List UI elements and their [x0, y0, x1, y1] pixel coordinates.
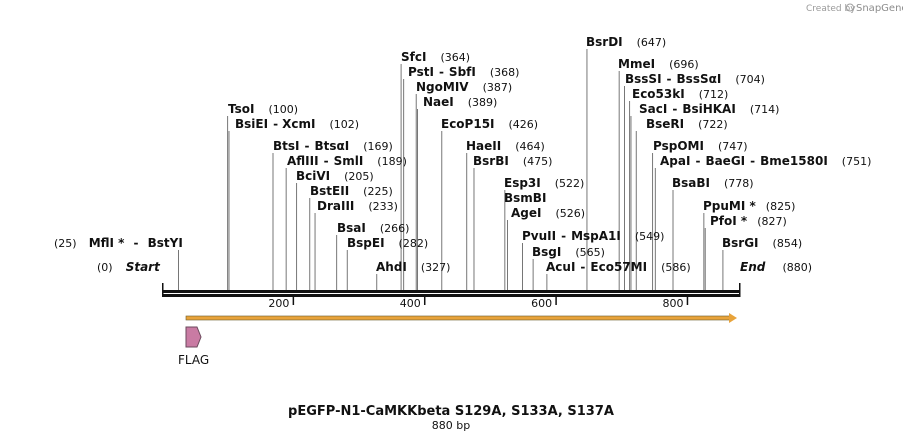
site-label-ecop15i[interactable]: EcoP15I (426) — [441, 117, 538, 131]
site-name: MflI * — [89, 236, 125, 250]
start-pos: (0) — [97, 261, 113, 274]
site-label-saci-bsihkai[interactable]: SacI - BsiHKAI (714) — [639, 102, 779, 116]
site-label-bsrgi[interactable]: BsrGI (854) — [722, 236, 802, 250]
start-label: (0) Start — [97, 256, 161, 275]
ruler-tick-label: 600 — [531, 297, 552, 310]
site-label-bcivi[interactable]: BciVI (205) — [296, 169, 374, 183]
start-text: Start — [126, 260, 161, 274]
site-label-bspei[interactable]: BspEI (282) — [347, 236, 428, 250]
ruler-tick-label: 200 — [268, 297, 289, 310]
site-label-sfci[interactable]: SfcI (364) — [401, 50, 470, 64]
site-label-bsssi-bsssai[interactable]: BssSI - BssSαI (704) — [625, 72, 765, 86]
site-label-pspomi[interactable]: PspOMI (747) — [653, 139, 748, 153]
site-label-eco53ki[interactable]: Eco53kI (712) — [632, 87, 728, 101]
site-label-mmei[interactable]: MmeI (696) — [618, 57, 699, 71]
site-label-haeii[interactable]: HaeII (464) — [466, 139, 545, 153]
site-label-pfoi[interactable]: PfoI * (827) — [710, 214, 787, 228]
end-label: End (880) — [740, 256, 812, 275]
site-label-ngomiv[interactable]: NgoMIV (387) — [416, 80, 512, 94]
end-pos: (880) — [782, 261, 812, 274]
ruler-ticks: 200 400 600 800 — [268, 297, 689, 310]
flag-feature-arrow-icon — [185, 326, 202, 348]
dna-end-cap — [739, 283, 741, 297]
site-label-bsteii[interactable]: BstEII (225) — [310, 184, 393, 198]
site-name: BstYI — [148, 236, 183, 250]
site-label-bseri[interactable]: BseRI (722) — [646, 117, 728, 131]
site-label-pvuii-mspa1i[interactable]: PvuII - MspA1I (549) — [522, 229, 664, 243]
dna-top-strand — [162, 290, 740, 293]
site-pos: (25) — [54, 237, 77, 250]
site-label-acui-eco57mi[interactable]: AcuI - Eco57MI (586) — [546, 260, 691, 274]
site-label-bsrdi[interactable]: BsrDI (647) — [586, 35, 666, 49]
map-title: pEGFP-N1-CaMKKbeta S129A, S133A, S137A — [288, 404, 614, 419]
map-size: 880 bp — [432, 419, 470, 432]
site-label-mfli-bstyi[interactable]: (25) MflI * - BstYI — [54, 232, 183, 251]
site-label-btsi-btsai[interactable]: BtsI - BtsαI (169) — [273, 139, 393, 153]
site-connector-lines — [178, 49, 724, 290]
ruler-tick-label: 400 — [400, 297, 421, 310]
orf-arrowhead-icon — [729, 313, 737, 323]
dna-backbone[interactable] — [162, 283, 741, 297]
feature-flag[interactable]: FLAG — [178, 326, 209, 367]
site-label-apai-baegi-bme1580i[interactable]: ApaI - BaeGI - Bme1580I (751) — [660, 154, 871, 168]
snapgene-logo-icon — [846, 3, 854, 12]
site-label-bsmbi[interactable]: BsmBI — [504, 191, 546, 205]
site-label-afliii-smli[interactable]: AflIII - SmlI (189) — [287, 154, 407, 168]
site-label-ppumi[interactable]: PpuMI * (825) — [703, 199, 795, 213]
site-label-naei[interactable]: NaeI (389) — [423, 95, 497, 109]
site-label-tsoi[interactable]: TsoI (100) — [228, 102, 298, 116]
end-text: End — [740, 260, 766, 274]
branding-prefix: Created by — [806, 4, 856, 14]
orf-arrow[interactable] — [185, 313, 737, 323]
branding-product: SnapGene — [856, 3, 903, 14]
flag-label: FLAG — [178, 353, 209, 367]
site-label-bsabi[interactable]: BsaBI (778) — [672, 176, 754, 190]
site-label-bsai[interactable]: BsaI (266) — [337, 221, 409, 235]
orf-bar — [185, 315, 731, 321]
ruler-tick-label: 800 — [662, 297, 683, 310]
site-label-bsgi[interactable]: BsgI (565) — [532, 245, 605, 259]
dna-start-cap — [162, 283, 164, 297]
site-label-psti-sbfi[interactable]: PstI - SbfI (368) — [408, 65, 519, 79]
site-separator: - — [134, 236, 139, 250]
site-label-agei[interactable]: AgeI (526) — [511, 206, 585, 220]
site-label-draiii[interactable]: DraIII (233) — [317, 199, 398, 213]
site-label-ahdi[interactable]: AhdI (327) — [376, 260, 450, 274]
restriction-site-labels: (25) MflI * - BstYI TsoI (100) BsiEI - XcmI… — [54, 35, 871, 274]
site-label-bsrbi[interactable]: BsrBI (475) — [473, 154, 552, 168]
snapgene-branding: Created by SnapGene — [806, 3, 903, 14]
dna-bottom-strand — [162, 294, 740, 297]
site-label-bsiei-xcmi[interactable]: BsiEI - XcmI (102) — [235, 117, 359, 131]
site-label-esp3i[interactable]: Esp3I (522) — [504, 176, 584, 190]
